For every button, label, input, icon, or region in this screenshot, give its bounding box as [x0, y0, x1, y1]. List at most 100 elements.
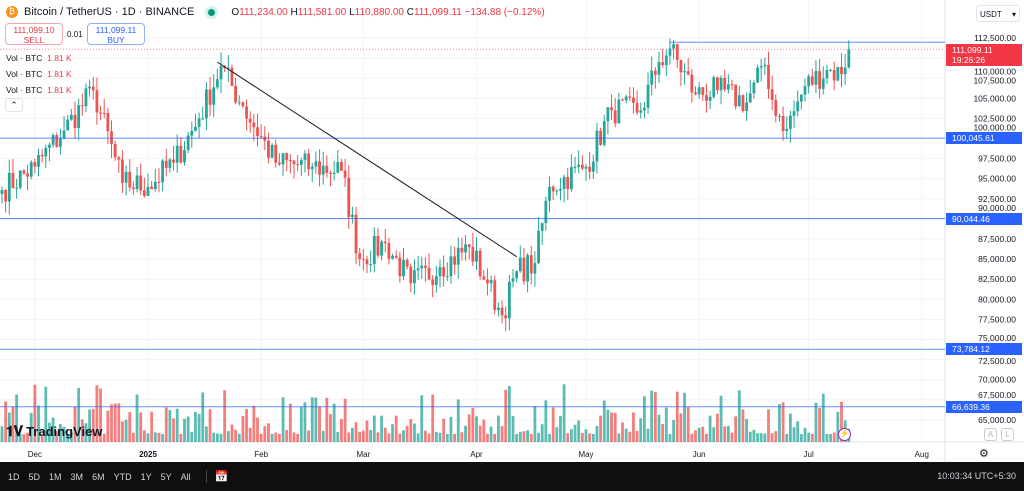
volume-bar [515, 433, 519, 442]
volume-bar [15, 394, 18, 442]
candle-body [657, 62, 661, 75]
volume-bar [591, 433, 595, 442]
volume-bar [307, 430, 310, 442]
volume-bar [102, 433, 106, 442]
y-tick-label: 95,000.00 [978, 174, 1016, 184]
volume-bar [456, 399, 460, 442]
timeframe-1m[interactable]: 1M [49, 471, 62, 482]
currency-select[interactable]: USDT ▾ [976, 5, 1020, 22]
timeframe-1d[interactable]: 1D [8, 471, 20, 482]
candle-body [475, 250, 478, 262]
timeframe-5d[interactable]: 5D [28, 471, 41, 482]
candle-body [843, 67, 847, 75]
timeframe-5y[interactable]: 5Y [160, 471, 172, 482]
volume-bar [11, 406, 15, 442]
candle-body [624, 96, 628, 101]
volume-bar [343, 398, 347, 442]
candle-body [789, 115, 792, 129]
candle-body [380, 241, 383, 256]
volume-bar [511, 416, 515, 442]
lightning-icon[interactable]: ⚡ [838, 428, 851, 441]
volume-bar [391, 424, 394, 442]
volume-bar [632, 412, 635, 442]
candle-body [248, 118, 252, 123]
candle-body [270, 144, 274, 158]
timeframe-3m[interactable]: 3M [70, 471, 84, 482]
candle-body [442, 267, 446, 277]
collapse-legend-button[interactable]: ⌃ [5, 98, 23, 112]
volume-bar [759, 433, 763, 442]
volume-bar [617, 433, 621, 442]
candle-body [332, 172, 336, 174]
volume-bar [796, 421, 800, 442]
volume-bar [110, 404, 113, 442]
settings-gear-icon[interactable]: ⚙ [979, 448, 989, 460]
candle-body [336, 161, 340, 173]
candle-body [650, 70, 654, 85]
volume-bar [705, 433, 708, 442]
volume-bar [679, 413, 683, 442]
volume-legend[interactable]: Vol · BTC 1.81 K [6, 53, 72, 63]
symbol-header: ₿ Bitcoin / TetherUS · 1D · BINANCE O111… [6, 6, 545, 18]
candle-body [18, 170, 22, 188]
auto-scale-button[interactable]: A [984, 428, 997, 441]
volume-bar [467, 414, 471, 442]
volume-bar [518, 431, 522, 442]
y-tick-label: 72,500.00 [978, 356, 1016, 366]
candle-body [354, 214, 358, 254]
candle-body [340, 161, 343, 171]
timeframe-6m[interactable]: 6M [92, 471, 105, 482]
volume-bar [234, 429, 237, 442]
candle-body [763, 64, 767, 67]
candle-body [464, 244, 467, 253]
log-scale-button[interactable]: L [1001, 428, 1014, 441]
candle-body [234, 85, 237, 103]
volume-bar [398, 433, 402, 442]
volume-bar [48, 422, 51, 442]
volume-bar [840, 401, 843, 442]
candle-body [734, 84, 738, 107]
volume-bar [354, 422, 358, 442]
candle-body [278, 162, 281, 165]
candle-body [11, 172, 15, 189]
volume-bar [332, 403, 336, 442]
volume-bar [161, 433, 164, 442]
candle-body [4, 189, 8, 202]
volume-bar [274, 432, 278, 442]
candle-body [847, 49, 851, 68]
volume-bar [544, 400, 548, 442]
volume-bar [296, 433, 300, 442]
candle-body [745, 102, 748, 112]
candle-body [132, 187, 135, 190]
volume-bar [602, 400, 606, 442]
volume-bar [730, 432, 734, 442]
timeframe-ytd[interactable]: YTD [113, 471, 132, 482]
timeframe-all[interactable]: All [180, 471, 191, 482]
timeframe-1y[interactable]: 1Y [140, 471, 152, 482]
candle-body [128, 171, 132, 188]
volume-bar [91, 409, 95, 442]
candle-body [321, 165, 325, 175]
y-tick-label: 112,500.00 [974, 33, 1016, 43]
candle-body [281, 153, 285, 165]
volume-bar [183, 418, 186, 442]
volume-bar [810, 433, 814, 442]
volume-legend[interactable]: Vol · BTC 1.81 K [6, 85, 72, 95]
candle-body [157, 181, 161, 183]
y-tick-label: 87,500.00 [978, 234, 1016, 244]
volume-legend[interactable]: Vol · BTC 1.81 K [6, 69, 72, 79]
volume-bar [208, 409, 212, 442]
sell-button[interactable]: 111,099.10 SELL [5, 23, 63, 45]
volume-bar [299, 407, 303, 442]
candle-body [62, 130, 66, 139]
tradingview-logo[interactable]: 𝟏𝐕 TradingView [6, 423, 103, 439]
volume-bar [288, 403, 292, 442]
volume-bar [475, 416, 478, 442]
clock[interactable]: 10:03:34 UTC+5:30 [937, 471, 1016, 481]
y-tick-label: 67,500.00 [978, 390, 1016, 400]
symbol-title[interactable]: Bitcoin / TetherUS · 1D · BINANCE [24, 6, 195, 18]
date-range-calendar-icon[interactable]: 📅 [205, 470, 228, 483]
level-tag: 100,045.61 [946, 132, 1022, 145]
buy-button[interactable]: 111,099.11 BUY [87, 23, 145, 45]
